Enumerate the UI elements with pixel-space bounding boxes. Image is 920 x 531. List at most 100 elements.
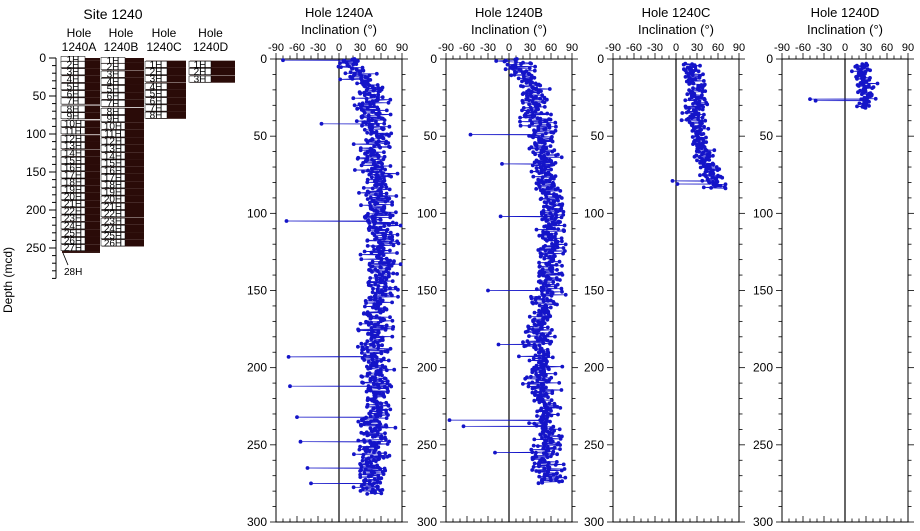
inclination-point [701, 185, 706, 190]
inclination-point [369, 264, 374, 269]
inclination-point [367, 190, 371, 195]
y-tick-label: 300 [247, 515, 267, 529]
inclination-point [363, 151, 367, 156]
inclination-point [541, 451, 546, 456]
inclination-point [370, 117, 374, 122]
inclination-point [535, 414, 539, 418]
inclination-point [378, 145, 382, 150]
inclination-point [386, 260, 391, 265]
inclination-point [518, 119, 522, 124]
core-label: 4H [67, 75, 80, 86]
x-axis-label: Inclination (°) [638, 22, 714, 37]
inclination-point [362, 431, 366, 436]
inclination-point [532, 437, 537, 442]
inclination-point [552, 203, 557, 208]
inclination-point [522, 344, 527, 349]
inclination-point [394, 194, 399, 198]
inclination-point [380, 162, 384, 166]
inclination-point [559, 468, 564, 473]
inclination-point [855, 77, 859, 81]
inclination-point [378, 413, 383, 418]
inclination-point [366, 464, 370, 468]
core-label: 22H [64, 206, 82, 217]
inclination-point [383, 437, 388, 442]
inclination-point [374, 119, 378, 124]
inclination-point [540, 191, 545, 195]
core-label-box [60, 120, 86, 127]
inclination-point [486, 288, 490, 293]
core-label: 19H [104, 187, 122, 198]
inclination-point [555, 245, 560, 250]
inclination-point [701, 79, 706, 83]
core-label: 26H [64, 236, 82, 247]
inclination-point [373, 237, 377, 242]
inclination-point [375, 480, 380, 485]
inclination-point [351, 96, 356, 101]
inclination-point [384, 228, 389, 233]
inclination-point [701, 138, 706, 142]
y-tick-label: 300 [417, 515, 437, 529]
inclination-point [366, 92, 371, 96]
inclination-point [367, 172, 372, 177]
inclination-point [350, 57, 355, 62]
core-label-box [60, 171, 86, 179]
inclination-point [305, 466, 310, 470]
inclination-point [372, 444, 377, 448]
inclination-point [541, 299, 546, 304]
inclination-point [549, 426, 553, 431]
inclination-point [549, 409, 553, 413]
core-label-box [100, 78, 126, 85]
inclination-point [358, 91, 363, 96]
core-label-box [100, 203, 126, 210]
inclination-point [366, 348, 370, 353]
inclination-point [541, 388, 546, 393]
inclination-point [368, 414, 373, 418]
inclination-point [527, 66, 532, 71]
inclination-point [374, 459, 378, 464]
inclination-point [369, 250, 374, 255]
inclination-point [380, 373, 384, 378]
inclination-point [538, 83, 543, 88]
core-label-box [144, 82, 168, 90]
inclination-point [382, 285, 387, 290]
inclination-point [548, 277, 553, 281]
inclination-point [373, 298, 377, 302]
core-label-box [144, 75, 168, 83]
core-label-box [100, 122, 126, 130]
core-label: 6H [150, 96, 163, 107]
y-tick-label: 250 [753, 438, 773, 452]
x-tick-label: -90 [268, 42, 284, 54]
inclination-point [684, 117, 689, 122]
core-label-box [60, 229, 86, 237]
inclination-point [359, 465, 364, 469]
inclination-point [359, 257, 364, 262]
core-label-box [60, 193, 86, 200]
inclination-point [544, 439, 549, 443]
inclination-point [374, 314, 379, 319]
inclination-point [552, 247, 557, 252]
inclination-point [683, 98, 688, 103]
inclination-point [554, 153, 558, 158]
inclination-point [376, 107, 381, 112]
inclination-point [384, 191, 389, 196]
inclination-point [701, 72, 705, 77]
inclination-point [542, 458, 547, 463]
inclination-point [541, 446, 546, 451]
inclination-point [539, 372, 543, 377]
inclination-point [365, 373, 370, 378]
x-tick-label: -30 [647, 42, 663, 54]
inclination-point [532, 398, 537, 403]
inclination-point [530, 457, 535, 462]
inclination-point [364, 96, 369, 101]
inclination-point [368, 138, 373, 143]
inclination-point [713, 184, 718, 189]
inclination-point [295, 415, 299, 419]
inclination-point [543, 173, 548, 178]
core-columns: Hole1240A1H2H3H4H5H6H7H8H9H10H11H12H13H1… [60, 26, 235, 278]
inclination-point [544, 385, 548, 390]
inclination-point [541, 282, 546, 286]
inclination-point [547, 401, 552, 406]
inclination-point [557, 272, 561, 276]
inclination-point [544, 200, 549, 205]
inclination-point [375, 170, 380, 175]
